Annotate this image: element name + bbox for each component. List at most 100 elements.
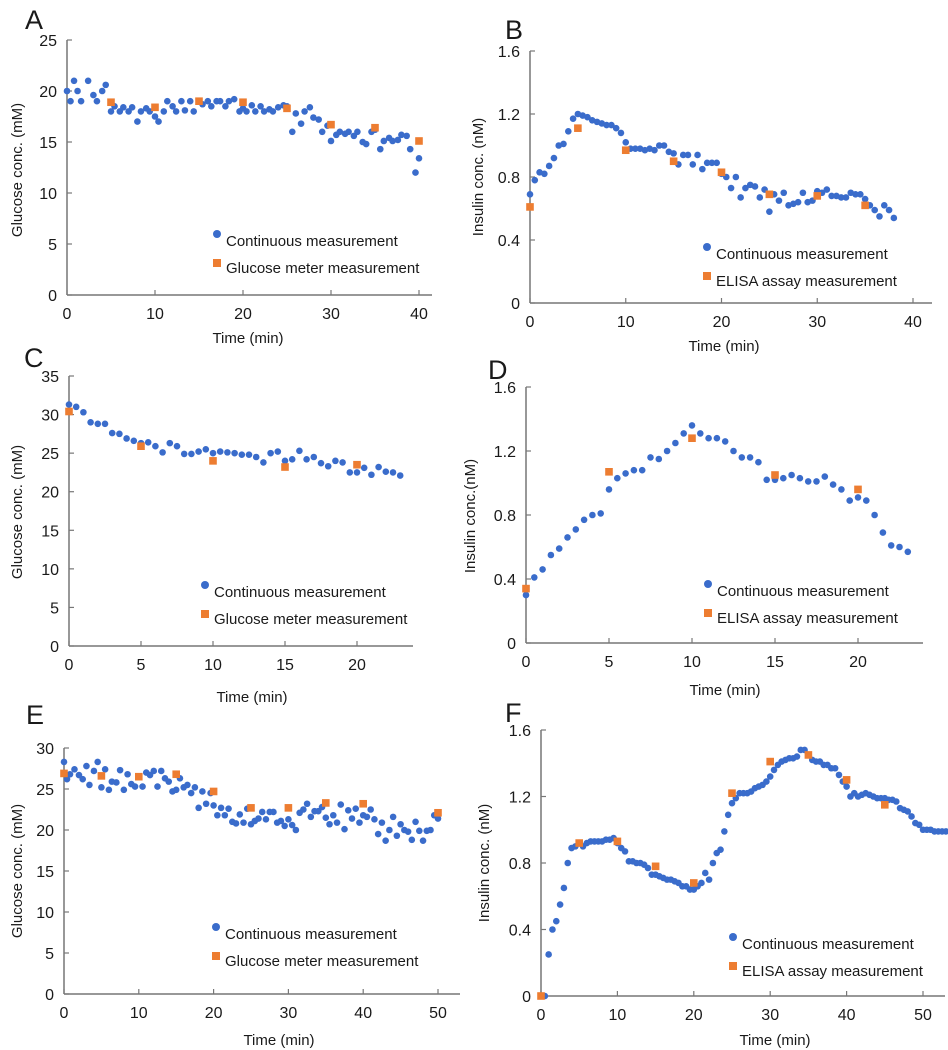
data-point xyxy=(284,804,293,812)
reference-series xyxy=(60,769,442,817)
data-point xyxy=(404,828,412,835)
data-point xyxy=(191,784,199,791)
y-tick-label: 1.6 xyxy=(498,44,520,61)
data-point xyxy=(831,764,839,772)
data-point xyxy=(166,439,174,447)
data-point xyxy=(209,449,217,457)
data-point xyxy=(829,481,837,488)
data-point xyxy=(890,214,898,222)
data-point xyxy=(793,753,801,760)
data-point xyxy=(303,800,311,808)
data-point xyxy=(105,786,113,794)
data-point xyxy=(896,543,903,551)
y-tick-label: 0.8 xyxy=(494,508,516,525)
data-point xyxy=(415,155,423,162)
data-point xyxy=(324,462,332,470)
data-point xyxy=(565,128,572,135)
data-point xyxy=(245,451,253,458)
y-axis-label: Glucose conc. (mM) xyxy=(9,103,26,237)
data-point xyxy=(202,800,210,808)
data-point xyxy=(204,97,212,105)
data-point xyxy=(98,784,105,791)
data-point xyxy=(879,529,887,536)
data-point xyxy=(717,846,724,853)
continuous-series xyxy=(60,758,442,844)
data-point xyxy=(137,108,145,115)
data-point xyxy=(281,457,289,465)
x-tick-label: 20 xyxy=(205,1005,223,1022)
data-point xyxy=(705,876,713,883)
data-point xyxy=(243,108,250,115)
data-point xyxy=(526,203,534,211)
x-tick-label: 0 xyxy=(537,1007,546,1024)
data-point xyxy=(123,435,130,442)
data-point xyxy=(915,821,923,829)
data-point xyxy=(72,403,80,411)
data-point xyxy=(755,458,762,466)
data-point xyxy=(680,430,687,437)
legend-label: Continuous measurement xyxy=(742,936,915,953)
y-tick-label: 1.6 xyxy=(509,723,531,740)
data-point xyxy=(545,951,552,958)
data-point xyxy=(622,139,630,146)
x-tick-label: 30 xyxy=(761,1007,779,1024)
data-point xyxy=(728,789,736,797)
data-point xyxy=(651,862,660,871)
data-point xyxy=(605,486,613,493)
data-point xyxy=(281,822,288,830)
data-point xyxy=(804,478,812,485)
x-tick-label: 0 xyxy=(63,306,72,323)
data-point xyxy=(728,799,736,807)
legend-marker-square xyxy=(729,962,737,970)
data-point xyxy=(155,118,162,125)
data-point xyxy=(252,108,259,115)
data-point xyxy=(382,468,390,475)
y-axis-label: Glucose conc. (mM) xyxy=(9,804,26,938)
data-point xyxy=(655,142,663,149)
data-point xyxy=(60,758,68,766)
data-point xyxy=(285,816,292,823)
data-point xyxy=(419,837,427,844)
data-point xyxy=(382,837,389,844)
legend-marker-square xyxy=(212,952,220,960)
data-point xyxy=(94,758,101,766)
data-point xyxy=(942,828,948,835)
data-point xyxy=(605,468,613,476)
x-tick-label: 20 xyxy=(234,306,252,323)
data-point xyxy=(713,159,721,167)
legend-marker-circle xyxy=(703,243,711,251)
data-point xyxy=(288,821,296,829)
data-point xyxy=(348,815,356,822)
data-point xyxy=(892,798,900,805)
panel-d: D 0 0.4 0.8 1.2 1.6 0 5 10 15 20 Time (min) Insulin … xyxy=(462,355,923,699)
data-point xyxy=(663,447,671,455)
data-point xyxy=(159,449,166,456)
x-tick-label: 5 xyxy=(605,654,614,671)
data-point xyxy=(288,456,296,463)
data-point xyxy=(214,811,221,819)
data-point xyxy=(376,145,384,153)
data-point xyxy=(209,457,217,465)
legend-marker-circle xyxy=(212,923,220,931)
legend: Continuous measurement ELISA assay measur… xyxy=(704,580,899,627)
data-point xyxy=(746,454,754,461)
data-point xyxy=(296,447,303,455)
panel-label: D xyxy=(488,355,508,385)
data-point xyxy=(139,783,146,790)
data-point xyxy=(763,778,770,785)
y-axis-label: Glucose conc. (mM) xyxy=(9,445,26,579)
data-point xyxy=(184,781,191,789)
data-point xyxy=(318,128,326,136)
data-point xyxy=(727,184,735,192)
data-point xyxy=(708,159,716,167)
legend: Continuous measurement ELISA assay measur… xyxy=(729,933,924,980)
reference-series xyxy=(65,407,361,471)
data-point xyxy=(766,208,773,215)
data-point xyxy=(547,551,555,559)
data-point xyxy=(766,757,774,766)
data-point xyxy=(416,827,423,835)
y-tick-label: 0 xyxy=(48,288,57,305)
x-tick-label: 40 xyxy=(410,306,428,323)
y-tick-label: 30 xyxy=(41,408,59,425)
data-point xyxy=(721,438,729,445)
